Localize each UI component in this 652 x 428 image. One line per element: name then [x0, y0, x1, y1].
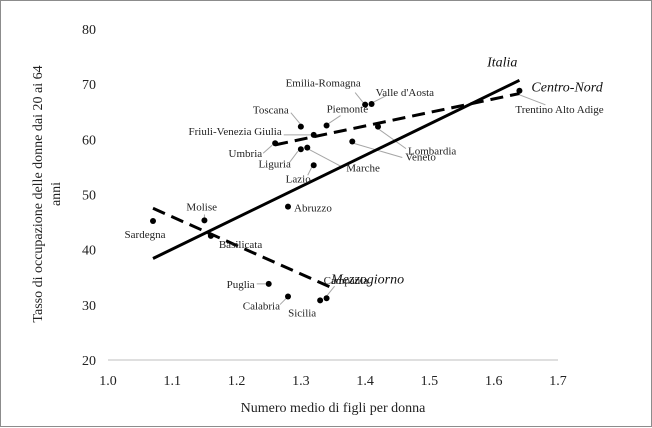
point-calabria — [285, 293, 291, 300]
point-label-veneto: Veneto — [405, 152, 436, 164]
point-label-sicilia: Sicilia — [288, 307, 316, 319]
point-labels: Trentino Alto Adige Valle d'Aosta Emilia-R… — [125, 78, 604, 320]
y-tick-label: 70 — [82, 78, 96, 93]
leader-umbria — [262, 144, 273, 154]
y-tick-label: 30 — [82, 299, 96, 314]
point-sardegna — [150, 217, 156, 224]
point-label-campania: Campania — [324, 275, 369, 287]
x-tick-label: 1.3 — [292, 374, 310, 389]
leader-valle-d-aosta — [373, 95, 386, 103]
leader-piemonte — [328, 115, 341, 124]
point-label-basilicata: Basilicata — [219, 239, 262, 251]
point-label-sardegna: Sardegna — [125, 229, 166, 241]
point-emilia-romagna — [362, 101, 369, 108]
point-label-molise: Molise — [186, 201, 217, 213]
point-label-umbria: Umbria — [229, 148, 263, 160]
y-tick-label: 40 — [82, 244, 96, 259]
point-liguria — [297, 146, 304, 153]
leader-marche — [309, 149, 344, 169]
point-label-puglia: Puglia — [227, 279, 255, 291]
point-label-marche: Marche — [346, 163, 380, 175]
point-campania — [323, 295, 330, 302]
point-label-trentino-alto-adige: Trentino Alto Adige — [515, 104, 603, 116]
point-label-abruzzo: Abruzzo — [294, 203, 332, 215]
point-valle-d-aosta — [368, 101, 375, 108]
point-abruzzo — [285, 203, 291, 210]
point-friuli-venezia-giulia — [310, 131, 317, 138]
point-label-liguria: Liguria — [258, 158, 290, 170]
trend-line-italia — [152, 78, 521, 260]
leader-lazio — [307, 167, 313, 176]
y-axis-ticks: 20 30 40 50 60 70 80 — [82, 23, 96, 369]
series-labels: Italia Centro-Nord Mezzogiorno — [330, 55, 604, 287]
series-label-mezzogiorno: Mezzogiorno — [330, 272, 404, 287]
point-label-lombardia: Lombardia — [408, 146, 456, 158]
y-axis-title-line1: Tasso di occupazione delle donne dai 20 … — [31, 65, 46, 322]
series-label-centro-nord: Centro-Nord — [531, 81, 603, 96]
x-axis-title: Numero medio di figli per donna — [241, 401, 426, 416]
y-tick-label: 50 — [82, 189, 96, 204]
data-points — [150, 87, 523, 304]
x-tick-label: 1.2 — [228, 374, 246, 389]
y-axis-title-line2: anni — [49, 182, 64, 206]
x-tick-label: 1.6 — [485, 374, 503, 389]
label-leader-lines — [203, 92, 546, 305]
leader-campania — [326, 285, 335, 297]
point-label-piemonte: Piemonte — [327, 104, 369, 116]
point-puglia — [265, 280, 272, 287]
leader-toscana — [290, 112, 302, 125]
point-label-toscana: Toscana — [253, 105, 289, 117]
y-tick-label: 20 — [82, 354, 96, 369]
point-toscana — [297, 123, 304, 130]
leader-emilia-romagna — [354, 92, 364, 103]
x-tick-label: 1.4 — [356, 374, 374, 389]
point-marche — [304, 144, 311, 151]
leader-lombardia — [377, 128, 407, 150]
point-label-calabria: Calabria — [243, 301, 280, 313]
trend-line-mezzogiorno — [152, 206, 334, 290]
point-label-valle-d-aosta: Valle d'Aosta — [376, 87, 435, 99]
point-veneto — [349, 138, 356, 145]
point-umbria — [272, 140, 279, 147]
point-lombardia — [375, 123, 381, 130]
point-label-lazio: Lazio — [286, 173, 312, 185]
point-label-emilia-romagna: Emilia-Romagna — [286, 78, 361, 90]
y-tick-label: 80 — [82, 23, 96, 38]
point-sicilia — [317, 297, 324, 304]
point-molise — [201, 217, 208, 224]
point-trentino-alto-adige — [516, 87, 523, 94]
series-label-italia: Italia — [486, 55, 517, 70]
leader-liguria — [288, 150, 299, 164]
leader-calabria — [279, 298, 287, 305]
point-label-friuli-venezia-giulia: Friuli-Venezia Giulia — [189, 126, 282, 138]
point-lazio — [310, 162, 317, 169]
x-tick-label: 1.0 — [99, 374, 117, 389]
point-basilicata — [207, 232, 214, 239]
x-tick-label: 1.5 — [421, 374, 439, 389]
point-piemonte — [323, 122, 330, 129]
y-tick-label: 60 — [82, 133, 96, 148]
x-tick-label: 1.7 — [549, 374, 567, 389]
x-tick-label: 1.1 — [164, 374, 182, 389]
leader-trentino-alto-adige — [519, 94, 546, 106]
x-axis-ticks: 1.0 1.1 1.2 1.3 1.4 1.5 1.6 1.7 — [99, 374, 567, 389]
